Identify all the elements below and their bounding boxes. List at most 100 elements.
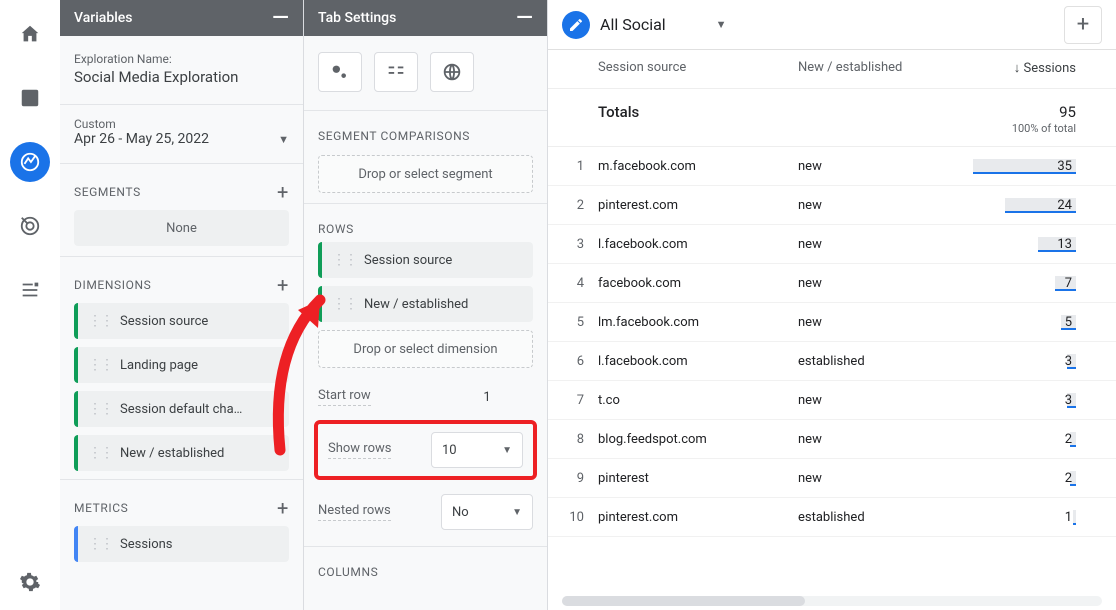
show-rows-label: Show rows [328, 441, 391, 459]
exploration-name[interactable]: Social Media Exploration [74, 66, 289, 92]
drag-handle-icon: ⋮⋮ [88, 536, 112, 552]
col-new-established[interactable]: New / established [798, 60, 973, 76]
drop-dimension-zone[interactable]: Drop or select dimension [318, 330, 533, 368]
chip-label: Landing page [120, 358, 198, 373]
drag-handle-icon: ⋮⋮ [332, 296, 356, 312]
date-range-picker[interactable]: Apr 26 - May 25, 2022 ▼ [60, 131, 303, 157]
home-icon[interactable] [10, 14, 50, 54]
show-rows-setting: Show rows 10 ▼ [314, 420, 537, 480]
row-status: new [798, 432, 973, 447]
table-row[interactable]: 1m.facebook.comnew35 [548, 147, 1116, 186]
col-session-source[interactable]: Session source [598, 60, 798, 76]
metric-chip[interactable]: ⋮⋮Sessions [74, 526, 289, 562]
row-index: 7 [548, 393, 598, 408]
table-row[interactable]: 6l.facebook.comestablished 3 [548, 342, 1116, 381]
table-row[interactable]: 10pinterest.comestablished1 [548, 498, 1116, 537]
drag-handle-icon: ⋮⋮ [88, 445, 112, 461]
row-sessions: 24 [1057, 198, 1076, 213]
exploration-name-label: Exploration Name: [74, 52, 289, 66]
nested-rows-value: No [452, 505, 469, 520]
row-sessions: 5 [1065, 315, 1076, 330]
row-status: established [798, 510, 973, 525]
add-dimension-button[interactable]: + [277, 275, 289, 295]
add-segment-button[interactable]: + [277, 182, 289, 202]
row-index: 10 [548, 510, 598, 525]
show-rows-select[interactable]: 10 ▼ [431, 432, 523, 468]
table-row[interactable]: 9pinterestnew 2 [548, 459, 1116, 498]
row-index: 5 [548, 315, 598, 330]
nav-rail [0, 0, 60, 610]
row-source: facebook.com [598, 276, 798, 291]
row-source: blog.feedspot.com [598, 432, 798, 447]
chip-label: New / established [364, 297, 468, 312]
viz-option-1[interactable] [318, 52, 362, 92]
reports-icon[interactable] [10, 78, 50, 118]
nested-rows-select[interactable]: No ▼ [441, 494, 533, 530]
col-sessions[interactable]: ↓ Sessions [973, 60, 1076, 76]
table-row[interactable]: 3l.facebook.comnew13 [548, 225, 1116, 264]
segments-none[interactable]: None [74, 210, 289, 246]
row-source: t.co [598, 393, 798, 408]
row-status: new [798, 393, 973, 408]
row-sessions: 35 [1057, 159, 1076, 174]
tab-name-text: All Social [600, 15, 666, 34]
drag-handle-icon: ⋮⋮ [88, 313, 112, 329]
drop-segment-zone[interactable]: Drop or select segment [318, 155, 533, 193]
variables-panel: Variables — Exploration Name: Social Med… [60, 0, 304, 610]
row-source: m.facebook.com [598, 159, 798, 174]
row-index: 9 [548, 471, 598, 486]
start-row-label: Start row [318, 388, 371, 406]
dimension-chip[interactable]: ⋮⋮ New / established [74, 435, 289, 471]
metrics-heading: METRICS [74, 501, 128, 515]
add-metric-button[interactable]: + [277, 498, 289, 518]
add-tab-button[interactable]: + [1064, 6, 1102, 44]
tab-name[interactable]: All Social ▼ [600, 15, 727, 34]
row-sessions: 2 [1065, 471, 1076, 486]
row-source: pinterest [598, 471, 798, 486]
date-preset: Custom [74, 117, 289, 131]
advertising-icon[interactable] [10, 206, 50, 246]
explore-icon[interactable] [10, 142, 50, 182]
row-source: pinterest.com [598, 510, 798, 525]
table-row[interactable]: 8blog.feedspot.comnew2 [548, 420, 1116, 459]
edit-tab-icon[interactable] [562, 11, 590, 39]
viz-option-2[interactable] [374, 52, 418, 92]
segment-comparisons-heading: SEGMENT COMPARISONS [304, 117, 547, 149]
settings-icon[interactable] [10, 562, 50, 602]
row-status: established [798, 354, 973, 369]
row-dimension-chip[interactable]: ⋮⋮ New / established [318, 286, 533, 322]
table-row[interactable]: 4facebook.comnew7 [548, 264, 1116, 303]
table-row[interactable]: 5lm.facebook.comnew5 [548, 303, 1116, 342]
nested-rows-label: Nested rows [318, 503, 391, 521]
dimension-chip[interactable]: ⋮⋮ Landing page [74, 347, 289, 383]
row-source: l.facebook.com [598, 237, 798, 252]
dimension-chip[interactable]: ⋮⋮Session default cha… [74, 391, 289, 427]
totals-label: Totals [598, 103, 798, 136]
date-range: Apr 26 - May 25, 2022 [74, 131, 209, 147]
row-index: 6 [548, 354, 598, 369]
collapse-icon[interactable]: — [516, 13, 533, 24]
chip-label: Session source [364, 253, 452, 268]
row-status: new [798, 471, 973, 486]
row-sessions: 3 [1065, 354, 1076, 369]
viz-option-3[interactable] [430, 52, 474, 92]
chip-label: New / established [120, 446, 224, 461]
row-source: l.facebook.com [598, 354, 798, 369]
row-index: 8 [548, 432, 598, 447]
chevron-down-icon: ▼ [512, 507, 522, 518]
drag-handle-icon: ⋮⋮ [88, 357, 112, 373]
variables-header: Variables — [60, 0, 303, 36]
columns-heading: COLUMNS [304, 553, 547, 585]
chevron-down-icon: ▼ [716, 18, 727, 31]
row-status: new [798, 237, 973, 252]
table-row[interactable]: 2pinterest.comnew24 [548, 186, 1116, 225]
row-dimension-chip[interactable]: ⋮⋮Session source [318, 242, 533, 278]
table-row[interactable]: 7t.conew3 [548, 381, 1116, 420]
horizontal-scrollbar[interactable] [562, 596, 1102, 606]
configure-icon[interactable] [10, 270, 50, 310]
dimension-chip[interactable]: ⋮⋮Session source [74, 303, 289, 339]
variables-title: Variables [74, 10, 132, 26]
start-row-value[interactable]: 1 [441, 390, 533, 405]
totals-sub: 100% of total [1012, 122, 1076, 135]
collapse-icon[interactable]: — [272, 13, 289, 24]
